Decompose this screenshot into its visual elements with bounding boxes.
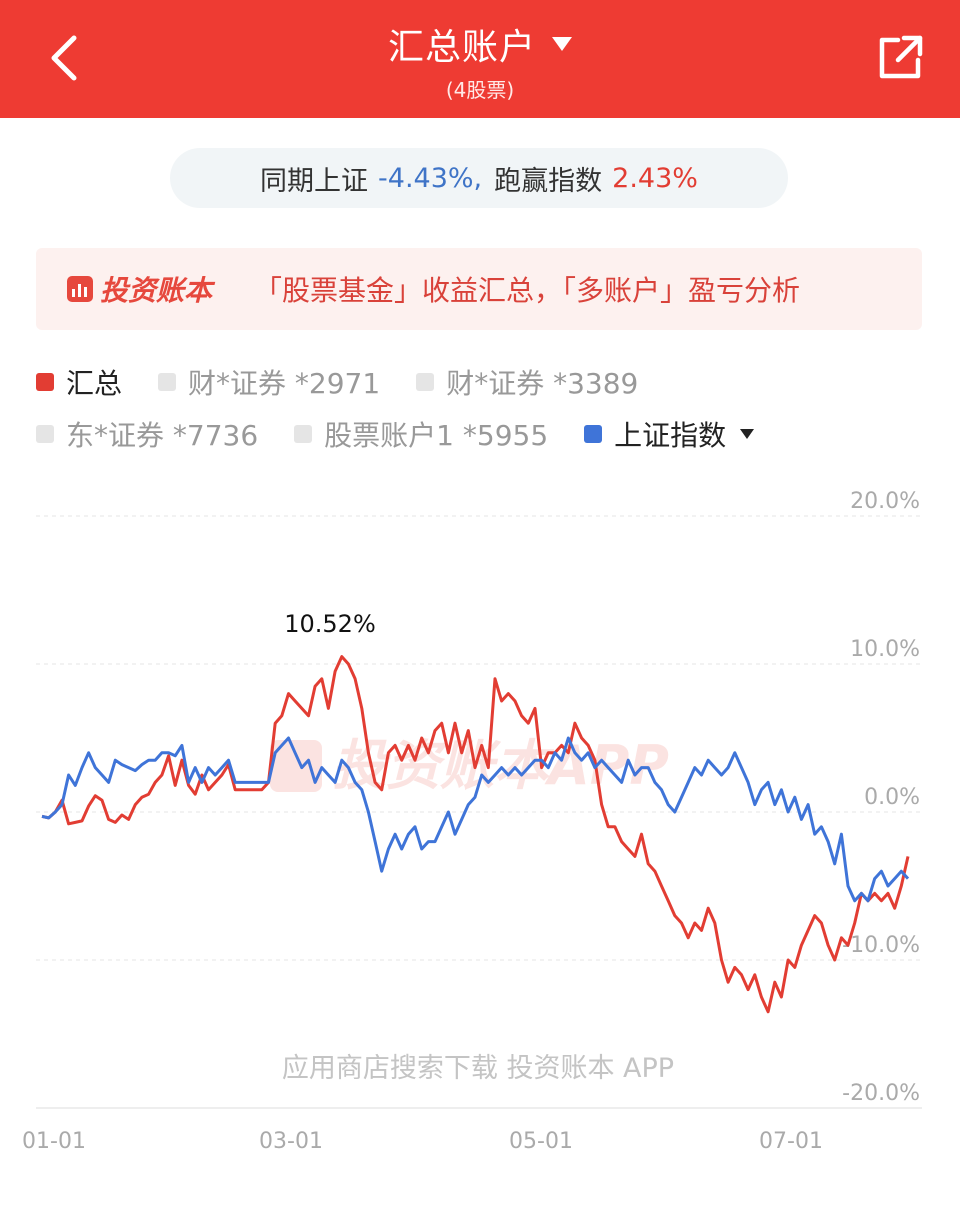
- watermark-text: 投资账本APP: [332, 734, 669, 797]
- header-title-group: 汇总账户 (4股票): [0, 18, 960, 103]
- legend-item-account-3389[interactable]: 财*证券 *3389: [416, 362, 638, 402]
- legend-item-account-5955[interactable]: 股票账户1 *5955: [294, 414, 548, 454]
- chart-grid: [36, 515, 922, 1109]
- legend-swatch: [36, 425, 54, 443]
- x-tick-label: 05-01: [509, 1129, 573, 1154]
- y-tick-label: -10.0%: [842, 933, 920, 958]
- share-icon: [879, 35, 923, 79]
- account-selector[interactable]: 汇总账户: [388, 18, 572, 70]
- outperform-label: 跑赢指数: [494, 165, 603, 197]
- brand-logo: 投资账本: [66, 269, 212, 309]
- caret-down-icon: [552, 37, 572, 51]
- x-tick-label: 03-01: [259, 1129, 323, 1154]
- app-header: 汇总账户 (4股票): [0, 0, 960, 118]
- x-tick-label: 07-01: [759, 1129, 823, 1154]
- legend-item-account-7736[interactable]: 东*证券 *7736: [36, 414, 258, 454]
- legend-swatch: [158, 373, 177, 391]
- benchmark-label: 同期上证: [260, 165, 369, 197]
- back-button[interactable]: [40, 30, 90, 86]
- chart-legend: 汇总 财*证券 *2971 财*证券 *3389 东*证券 *7736 股票账户…: [36, 356, 936, 460]
- legend-swatch: [584, 425, 603, 443]
- promo-banner[interactable]: 投资账本 「股票基金」收益汇总，「多账户」盈亏分析: [36, 248, 922, 330]
- caret-down-icon: [740, 429, 755, 439]
- legend-item-summary[interactable]: 汇总: [36, 362, 122, 402]
- legend-label: 股票账户1 *5955: [324, 419, 549, 452]
- legend-row-1: 汇总 财*证券 *2971 财*证券 *3389: [36, 356, 936, 408]
- legend-swatch: [294, 425, 313, 443]
- y-tick-label: 0.0%: [864, 785, 920, 810]
- ledger-logo-icon: [67, 276, 93, 302]
- page-title: 汇总账户: [387, 27, 536, 68]
- watermark-logo-icon: [270, 740, 322, 792]
- peak-label: 10.52%: [284, 610, 376, 638]
- legend-label: 财*证券 *3389: [446, 367, 639, 400]
- brand-name: 投资账本: [100, 274, 213, 307]
- legend-swatch: [416, 373, 435, 391]
- x-tick-label: 01-01: [22, 1129, 86, 1154]
- y-axis-ticks: 20.0% 10.0% 0.0% -10.0% -20.0%: [842, 489, 920, 1106]
- series-line-sse-index: [41, 736, 910, 903]
- series-line-summary: [41, 655, 910, 1014]
- page-subtitle: (4股票): [445, 78, 515, 102]
- outperform-value: 2.43%: [612, 162, 698, 194]
- return-line-chart[interactable]: 20.0% 10.0% 0.0% -10.0% -20.0% 01-01 03-01 05-…: [0, 470, 960, 1170]
- y-tick-label: 10.0%: [850, 637, 920, 662]
- legend-label: 东*证券 *7736: [66, 419, 259, 452]
- legend-label: 财*证券 *2971: [188, 367, 381, 400]
- y-tick-label: -20.0%: [842, 1081, 920, 1106]
- legend-row-2: 东*证券 *7736 股票账户1 *5955 上证指数: [36, 408, 936, 460]
- legend-item-account-2971[interactable]: 财*证券 *2971: [158, 362, 380, 402]
- legend-item-index-selector[interactable]: 上证指数: [584, 414, 755, 454]
- footer-note: 应用商店搜索下载 投资账本 APP: [282, 1053, 674, 1084]
- chart-watermark: 投资账本APP: [270, 734, 669, 797]
- legend-label: 汇总: [66, 367, 123, 400]
- chevron-left-icon: [51, 35, 77, 81]
- legend-label: 上证指数: [614, 419, 727, 452]
- download-note: 应用商店搜索下载 投资账本 APP: [282, 1053, 674, 1084]
- chart-series: [41, 655, 910, 1014]
- share-button[interactable]: [874, 30, 926, 84]
- benchmark-value: -4.43%,: [378, 162, 483, 194]
- x-axis-ticks: 01-01 03-01 05-01 07-01: [22, 1129, 823, 1154]
- legend-swatch: [36, 373, 54, 391]
- y-tick-label: 20.0%: [850, 489, 920, 514]
- benchmark-comparison: 同期上证 -4.43%, 跑赢指数 2.43%: [170, 148, 788, 208]
- promo-text: 「股票基金」收益汇总，「多账户」盈亏分析: [254, 274, 801, 307]
